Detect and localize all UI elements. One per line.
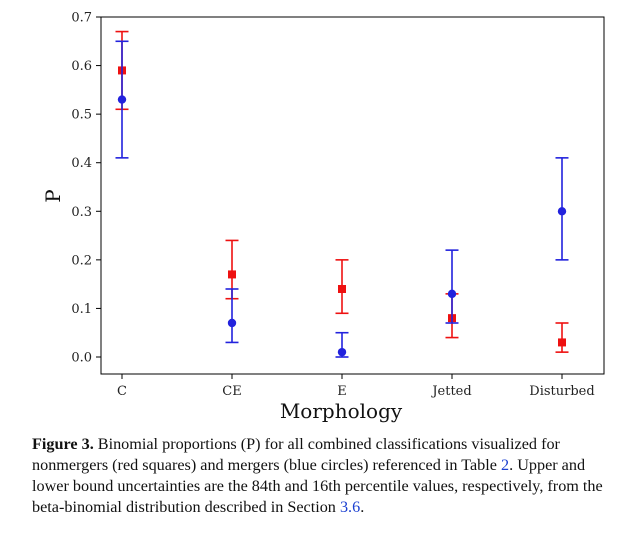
y-tick-label: 0.6 bbox=[71, 59, 92, 74]
caption-text-3: . bbox=[360, 498, 365, 516]
y-tick-label: 0.4 bbox=[71, 156, 92, 171]
table-reference-link[interactable]: 2 bbox=[501, 456, 510, 474]
caption-label: Figure 3. bbox=[32, 435, 94, 453]
figure-caption: Figure 3. Binomial proportions (P) for a… bbox=[32, 434, 612, 518]
caption-text-1: Binomial proportions (P) for all combine… bbox=[32, 435, 560, 474]
red-square-point bbox=[228, 270, 236, 279]
x-tick-label: Disturbed bbox=[529, 384, 594, 399]
y-tick-label: 0.2 bbox=[71, 253, 92, 268]
y-tick-label: 0.7 bbox=[71, 11, 92, 26]
x-tick-label: C bbox=[117, 384, 127, 399]
y-tick-label: 0.5 bbox=[71, 108, 92, 123]
x-tick-label: E bbox=[337, 384, 347, 399]
x-axis-label: Morphology bbox=[280, 399, 403, 423]
blue-circle-point bbox=[557, 207, 567, 216]
blue-circle-point bbox=[447, 289, 457, 299]
y-tick-label: 0.1 bbox=[71, 302, 92, 317]
plot-frame bbox=[100, 16, 605, 375]
section-reference-link[interactable]: 3.6 bbox=[339, 498, 361, 516]
blue-circle-point bbox=[117, 95, 127, 104]
data-marks bbox=[115, 30, 569, 358]
y-axis-label: P bbox=[41, 189, 65, 202]
y-tick-label: 0.0 bbox=[71, 351, 92, 366]
x-axis: C CE E Jetted Disturbed bbox=[117, 374, 595, 399]
red-square-point bbox=[558, 338, 566, 347]
caption-text-2: . Upper and lower bound uncertainties ar… bbox=[32, 456, 603, 516]
blue-circle-point bbox=[337, 347, 347, 357]
blue-circle-point bbox=[227, 318, 237, 328]
x-tick-label: Jetted bbox=[430, 384, 471, 399]
red-square-point bbox=[338, 285, 346, 293]
y-tick-label: 0.3 bbox=[71, 205, 92, 220]
x-tick-label: CE bbox=[222, 384, 241, 399]
y-axis: 0.0 0.1 0.2 0.3 0.4 0.5 0.6 0.7 bbox=[71, 11, 101, 366]
chart: 0.0 0.1 0.2 0.3 0.4 0.5 0.6 0.7 C CE E Jetted Distu… bbox=[41, 11, 605, 423]
